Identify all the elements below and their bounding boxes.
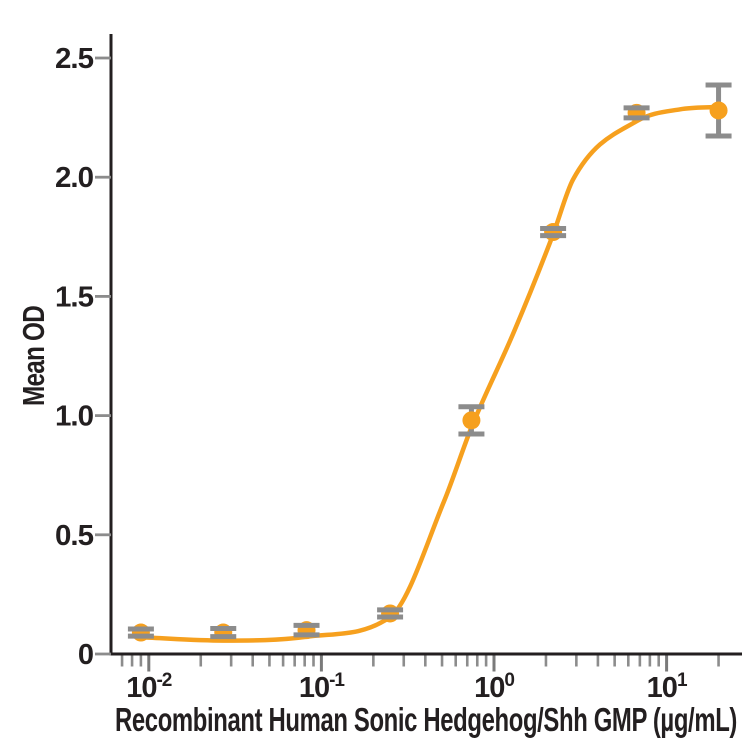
error-bar-caps-group: [127, 82, 732, 640]
data-point-marker: [544, 223, 563, 242]
error-bar-lines-group: [138, 84, 722, 637]
y-axis-title: Mean OD: [16, 306, 51, 406]
x-tick-label: 10-1: [299, 670, 346, 704]
fit-curve-group: [138, 104, 721, 643]
data-point-marker: [381, 604, 400, 623]
y-tick-label: 2.0: [55, 162, 93, 194]
data-point-marker: [462, 411, 481, 430]
data-point-marker: [131, 623, 150, 642]
y-ticks-group: [95, 56, 111, 656]
data-point-marker: [709, 101, 728, 120]
y-tick-label: 2.5: [55, 43, 94, 75]
y-tick-label: 1.0: [55, 401, 93, 433]
x-ticks-group: [120, 655, 720, 672]
y-tick-label: 0: [78, 639, 93, 671]
x-tick-labels-group: 10-2 10-1 100 101: [126, 670, 689, 704]
x-tick-label: 100: [474, 670, 514, 704]
x-tick-label: 101: [647, 670, 688, 704]
x-axis-title: Recombinant Human Sonic Hedgehog/Shh GMP…: [115, 701, 737, 738]
x-tick-label: 10-2: [126, 670, 172, 704]
y-tick-label: 1.5: [55, 281, 94, 313]
y-tick-label: 0.5: [55, 520, 94, 552]
fit-curve: [138, 104, 721, 643]
markers-group: [131, 101, 728, 642]
axes-group: [109, 34, 742, 656]
y-tick-labels-group: 0 0.5 1.0 1.5 2.0 2.5: [55, 43, 95, 671]
